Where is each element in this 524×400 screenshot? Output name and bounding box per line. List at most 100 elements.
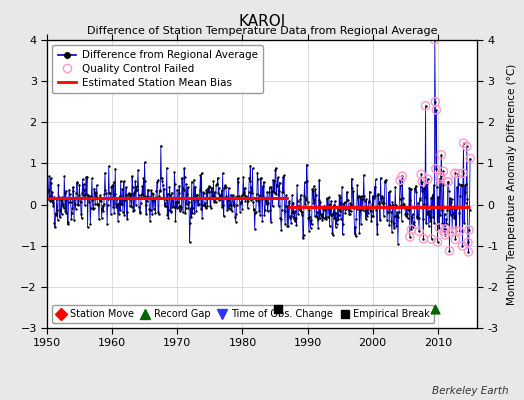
Point bbox=[449, 210, 457, 216]
Point bbox=[373, 231, 381, 238]
Point bbox=[197, 206, 205, 212]
Point bbox=[430, 306, 439, 313]
Point bbox=[125, 190, 134, 196]
Point bbox=[271, 167, 279, 173]
Point bbox=[280, 208, 289, 214]
Point bbox=[217, 194, 225, 200]
Point bbox=[78, 215, 86, 221]
Point bbox=[193, 202, 202, 209]
Point bbox=[122, 192, 130, 199]
Point bbox=[181, 210, 189, 216]
Point bbox=[202, 205, 210, 211]
Point bbox=[367, 217, 376, 224]
Point bbox=[351, 224, 359, 230]
Point bbox=[46, 198, 54, 204]
Point bbox=[208, 193, 216, 199]
Point bbox=[218, 204, 226, 210]
Point bbox=[154, 209, 162, 215]
Point bbox=[299, 235, 307, 242]
Point bbox=[321, 207, 330, 213]
Point bbox=[397, 202, 406, 208]
Point bbox=[239, 174, 247, 180]
Point bbox=[368, 201, 377, 207]
Point bbox=[151, 210, 160, 216]
Point bbox=[346, 200, 354, 206]
Point bbox=[245, 189, 253, 196]
Point bbox=[215, 197, 224, 203]
Point bbox=[105, 190, 114, 196]
Point bbox=[266, 184, 274, 190]
Point bbox=[143, 193, 151, 199]
Point bbox=[379, 212, 388, 219]
Point bbox=[272, 191, 280, 197]
Point bbox=[380, 200, 388, 206]
Point bbox=[465, 227, 473, 233]
Point bbox=[213, 181, 222, 187]
Point bbox=[329, 231, 337, 238]
Point bbox=[373, 221, 381, 227]
Point bbox=[73, 202, 82, 209]
Point bbox=[83, 224, 92, 231]
Point bbox=[386, 202, 395, 208]
Point bbox=[222, 184, 230, 190]
Point bbox=[348, 185, 356, 191]
Point bbox=[355, 193, 363, 199]
Point bbox=[164, 215, 172, 222]
Point bbox=[385, 222, 394, 228]
Point bbox=[69, 188, 78, 194]
Point bbox=[308, 221, 316, 228]
Point bbox=[275, 188, 283, 194]
Point bbox=[182, 181, 191, 188]
Point bbox=[171, 218, 180, 224]
Point bbox=[137, 200, 145, 206]
Point bbox=[48, 189, 57, 195]
Point bbox=[457, 182, 465, 188]
Point bbox=[176, 203, 184, 209]
Point bbox=[228, 208, 236, 214]
Point bbox=[337, 216, 345, 222]
Point bbox=[377, 194, 385, 201]
Point bbox=[219, 202, 227, 208]
Point bbox=[364, 199, 373, 205]
Point bbox=[430, 220, 439, 226]
Point bbox=[406, 234, 414, 240]
Point bbox=[136, 209, 144, 216]
Point bbox=[50, 220, 59, 226]
Point bbox=[93, 201, 102, 208]
Point bbox=[396, 177, 404, 184]
Point bbox=[374, 191, 382, 197]
Point bbox=[149, 190, 157, 197]
Point bbox=[316, 211, 325, 217]
Point bbox=[406, 197, 414, 203]
Point bbox=[253, 191, 261, 198]
Point bbox=[326, 212, 335, 218]
Point bbox=[134, 191, 143, 198]
Point bbox=[338, 184, 346, 190]
Point bbox=[192, 192, 201, 198]
Point bbox=[112, 204, 121, 210]
Point bbox=[166, 192, 174, 198]
Point bbox=[323, 195, 332, 202]
Point bbox=[129, 208, 137, 214]
Point bbox=[45, 187, 53, 193]
Point bbox=[131, 178, 139, 184]
Point bbox=[431, 37, 439, 43]
Point bbox=[223, 206, 231, 213]
Point bbox=[279, 174, 287, 180]
Point bbox=[383, 204, 391, 210]
Point bbox=[177, 203, 185, 210]
Point bbox=[198, 214, 206, 221]
Point bbox=[81, 192, 90, 198]
Point bbox=[286, 213, 294, 219]
Point bbox=[82, 190, 91, 197]
Point bbox=[269, 177, 277, 183]
Point bbox=[238, 191, 247, 197]
Point bbox=[147, 187, 155, 193]
Point bbox=[401, 205, 409, 211]
Point bbox=[115, 193, 124, 199]
Point bbox=[43, 189, 52, 195]
Point bbox=[378, 193, 386, 199]
Point bbox=[444, 178, 453, 185]
Point bbox=[441, 226, 450, 232]
Point bbox=[146, 207, 155, 213]
